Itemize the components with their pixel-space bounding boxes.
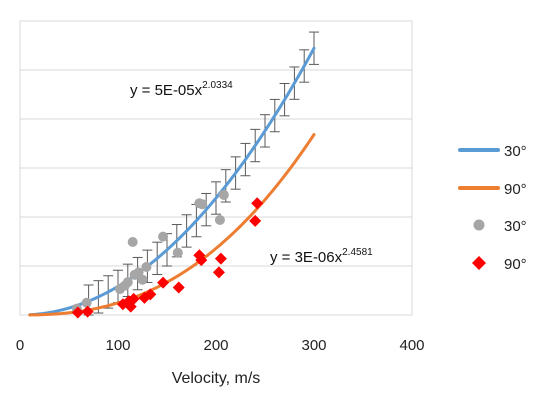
point-90 xyxy=(81,305,94,318)
legend-label-30-line: 30° xyxy=(504,143,527,160)
point-30 xyxy=(127,236,138,247)
point-30 xyxy=(81,297,92,308)
equation-30-base: y = 5E-05x xyxy=(130,82,203,99)
x-tick-label: 200 xyxy=(203,337,228,354)
point-30 xyxy=(218,189,229,200)
equation-90: y = 3E-06x2.4581 xyxy=(270,247,373,266)
x-tick-label: 300 xyxy=(301,337,326,354)
point-90 xyxy=(144,288,157,301)
equation-90-base: y = 3E-06x xyxy=(270,249,343,266)
legend-label-90-line: 90° xyxy=(504,181,527,198)
equation-30: y = 5E-05x2.0334 xyxy=(130,80,233,99)
x-tick-label: 100 xyxy=(105,337,130,354)
point-30 xyxy=(141,261,152,272)
point-90 xyxy=(212,266,225,279)
data-points xyxy=(71,189,264,319)
point-90 xyxy=(127,292,140,305)
point-90 xyxy=(214,252,227,265)
legend-label-90-points: 90° xyxy=(504,256,527,273)
point-90 xyxy=(249,214,262,227)
point-90 xyxy=(195,254,208,267)
x-axis-title: Velocity, m/s xyxy=(172,370,261,387)
point-90 xyxy=(157,276,170,289)
legend-label-30-points: 30° xyxy=(504,218,527,235)
legend-marker-90-points xyxy=(472,256,486,270)
x-tick-label: 0 xyxy=(16,337,24,354)
x-tick-labels: 0 100 200 300 400 xyxy=(16,337,425,354)
point-30 xyxy=(133,267,144,278)
point-30 xyxy=(214,214,225,225)
point-30 xyxy=(158,231,169,242)
equation-90-exponent: 2.4581 xyxy=(342,247,373,258)
equation-30-exponent: 2.0334 xyxy=(202,80,233,91)
point-30 xyxy=(122,277,133,288)
point-90 xyxy=(71,306,84,319)
point-90 xyxy=(251,197,264,210)
point-30 xyxy=(137,274,148,285)
point-30 xyxy=(197,199,208,210)
legend: 30° 90° 30° 90° xyxy=(458,143,527,273)
legend-marker-30-points xyxy=(473,219,485,231)
point-90 xyxy=(172,281,185,294)
x-tick-label: 400 xyxy=(399,337,424,354)
point-30 xyxy=(172,247,183,258)
